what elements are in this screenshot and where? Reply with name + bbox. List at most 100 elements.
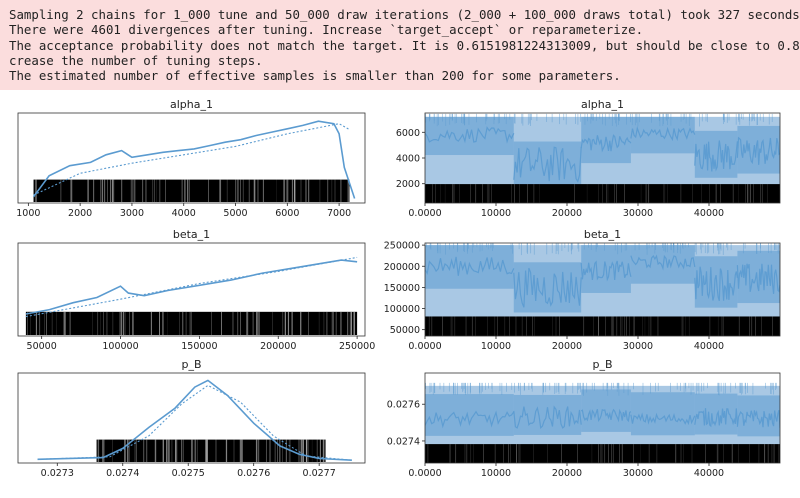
- y-tick-label: 100000: [384, 304, 420, 315]
- chart-title: alpha_1: [581, 98, 624, 111]
- trace-line: [513, 405, 582, 430]
- warning-line: There were 4601 divergences after tuning…: [9, 22, 644, 38]
- x-tick-label: 100000: [102, 341, 138, 352]
- y-tick-label: 0.0276: [387, 400, 420, 411]
- chart-plot-area: [425, 382, 780, 463]
- x-tick-label: 0.0275: [172, 468, 205, 479]
- x-tick-label: 0.0274: [106, 468, 139, 479]
- x-tick-label: 0.0000: [408, 468, 441, 479]
- chart-frame: [17, 242, 366, 337]
- trace-line: [736, 410, 780, 428]
- x-tick-label: 10000: [481, 468, 511, 479]
- rug-band: [425, 184, 780, 203]
- trace-line: [736, 136, 780, 165]
- trace-line: [513, 146, 582, 183]
- trace-block: [630, 392, 695, 436]
- chart-title: p_B: [181, 358, 201, 371]
- chart-title: beta_1: [173, 228, 210, 241]
- trace-line: [630, 412, 696, 426]
- trace-line: [630, 254, 696, 271]
- x-tick-label: 50000: [27, 341, 57, 352]
- warning-line: The estimated number of effective sample…: [9, 68, 621, 84]
- chart-frame: [17, 372, 366, 464]
- y-tick-label: 200000: [384, 262, 420, 273]
- trace-line: [425, 256, 515, 276]
- x-tick-label: 2000: [68, 208, 92, 219]
- rug-band: [425, 444, 780, 463]
- chart-panel-alpha_1: alpha_1 2000 4000 6000 0.0000 10000 20000 30000…: [396, 98, 781, 219]
- warning-line: Sampling 2 chains for 1_000 tune and 50_…: [9, 7, 800, 22]
- x-tick-label: 0.0000: [408, 208, 441, 219]
- trace-line: [513, 267, 582, 308]
- x-tick-label: 250000: [339, 341, 375, 352]
- trace-line: [580, 260, 632, 282]
- trace-block: [425, 116, 514, 156]
- trace-line: [425, 126, 515, 144]
- density-curve-solid: [32, 120, 356, 199]
- warning-line: crease the number of tuning steps.: [9, 52, 263, 68]
- x-tick-label: 30000: [623, 341, 653, 352]
- x-tick-label: 0.0273: [41, 468, 74, 479]
- y-tick-label: 50000: [390, 325, 420, 336]
- x-tick-label: 0.0277: [303, 468, 336, 479]
- chart-frame: [424, 242, 781, 337]
- x-tick-label: 150000: [181, 341, 217, 352]
- trace-block: [737, 250, 780, 304]
- x-tick-label: 0.0000: [408, 341, 441, 352]
- density-curve-dotted: [33, 123, 350, 196]
- chart-panel-alpha_1: alpha_1 1000 2000 3000 4000 5000 6000 7000: [16, 98, 366, 219]
- x-tick-label: 30000: [623, 208, 653, 219]
- x-tick-label: 6000: [275, 208, 299, 219]
- chart-panel-beta_1: beta_1 50000 100000 150000 200000 250000: [17, 228, 375, 352]
- chart-frame: [424, 372, 781, 464]
- x-tick-label: 0.0276: [237, 468, 270, 479]
- chart-panel-p_B: p_B 0.0273 0.0274 0.0275 0.0276 0.0277: [17, 358, 366, 479]
- x-tick-label: 7000: [327, 208, 351, 219]
- warning-text: Sampling 2 chains for 1_000 tune and 50_…: [0, 0, 800, 83]
- trace-line: [580, 134, 632, 153]
- trace-block: [694, 393, 738, 435]
- x-tick-label: 20000: [552, 468, 582, 479]
- y-tick-label: 250000: [384, 241, 420, 252]
- chart-frame: [17, 112, 366, 204]
- rug-band: [33, 179, 350, 202]
- chart-plot-area: [37, 379, 352, 462]
- density-curve-solid: [25, 259, 358, 315]
- trace-line: [736, 263, 780, 294]
- x-tick-label: 20000: [552, 208, 582, 219]
- y-tick-label: 4000: [396, 154, 420, 165]
- x-tick-label: 10000: [481, 208, 511, 219]
- y-tick-label: 0.0274: [387, 436, 420, 447]
- rug-band: [425, 316, 780, 336]
- trace-line: [425, 410, 515, 429]
- density-curve-dotted: [25, 256, 358, 318]
- rug-band: [96, 439, 326, 462]
- chart-plot-area: [425, 113, 780, 203]
- trace-plot-grid: alpha_1 1000 2000 3000 4000 5000 6000 7000 beta_…: [0, 90, 800, 494]
- trace-block: [425, 394, 514, 436]
- chart-plot-area: [32, 120, 356, 202]
- x-tick-label: 40000: [694, 208, 724, 219]
- warning-box: Sampling 2 chains for 1_000 tune and 50_…: [0, 0, 800, 90]
- chart-title: p_B: [592, 358, 612, 371]
- x-tick-label: 40000: [694, 468, 724, 479]
- x-tick-label: 4000: [172, 208, 196, 219]
- trace-block: [581, 389, 631, 432]
- y-tick-label: 150000: [384, 283, 420, 294]
- trace-line: [580, 408, 632, 423]
- trace-line: [694, 408, 738, 428]
- chart-plot-area: [25, 256, 358, 335]
- chart-frame: [424, 112, 781, 204]
- density-curve-solid: [37, 379, 352, 461]
- chart-title: beta_1: [584, 228, 621, 241]
- trace-line: [630, 126, 696, 142]
- warning-line: The acceptance probability does not matc…: [9, 37, 800, 53]
- chart-panel-p_B: p_B 0.0274 0.0276 0.0000 10000 20000 30000 4000…: [387, 358, 781, 479]
- x-tick-label: 200000: [260, 341, 296, 352]
- trace-line: [694, 140, 738, 172]
- trace-plot-svg: alpha_1 1000 2000 3000 4000 5000 6000 7000 beta_…: [16, 98, 781, 479]
- y-tick-label: 2000: [396, 179, 420, 190]
- x-tick-label: 20000: [552, 341, 582, 352]
- chart-panel-beta_1: beta_1 50000 100000 150000 200000 250000 0.000…: [384, 228, 781, 352]
- x-tick-label: 10000: [481, 341, 511, 352]
